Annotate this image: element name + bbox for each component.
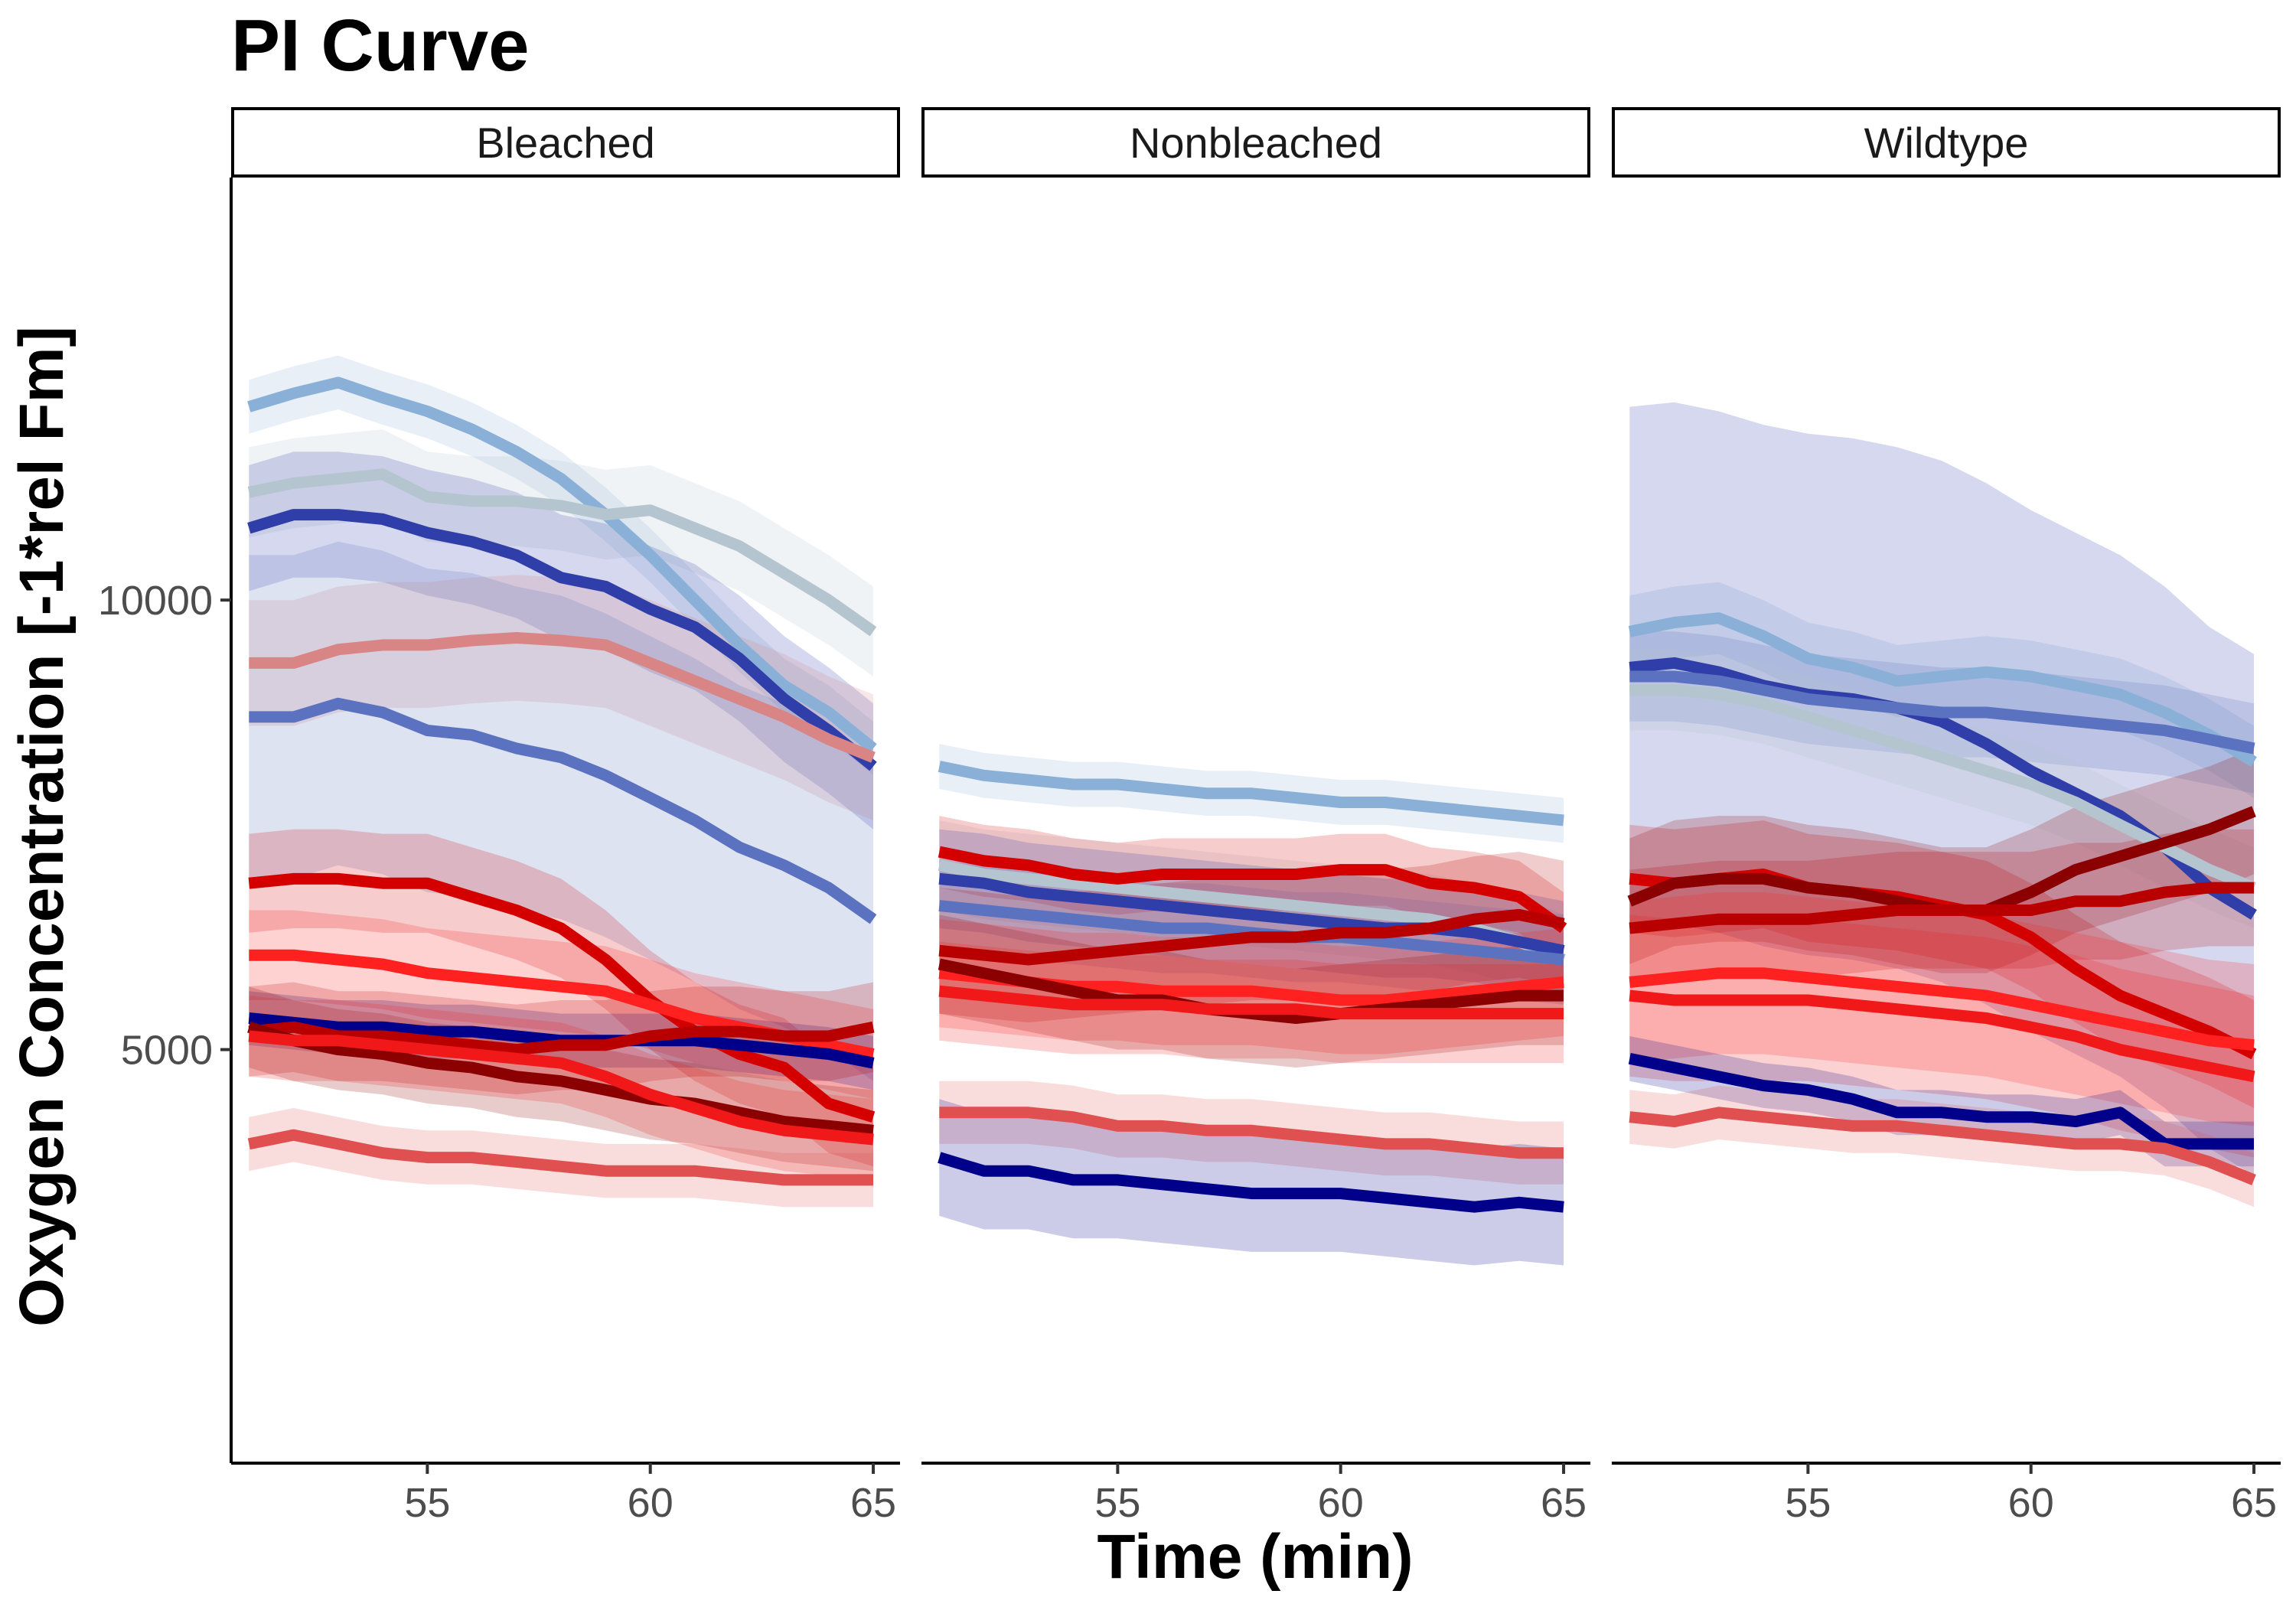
x-axis-title: Time (min) (1097, 1522, 1413, 1592)
series-line-4 (1629, 684, 2256, 894)
facet-strip (1612, 107, 2281, 178)
x-tick-label: 55 (404, 1480, 450, 1526)
facet-panel-nonbleached: Nonbleached 55 60 65 (921, 107, 1590, 1526)
facet-panel-bleached: Bleached 55 60 65 (231, 107, 900, 1526)
series-ribbon-1 (249, 355, 873, 776)
y-tick-label: 10000 (98, 578, 213, 624)
y-axis: 5000 10000 (98, 178, 233, 1463)
series-line-9 (938, 985, 1564, 1020)
series-ribbon-11 (939, 1099, 1564, 1266)
series-ribbon-9 (939, 941, 1564, 1064)
series-line-11 (1629, 1107, 2256, 1185)
series-line-5 (249, 697, 877, 924)
series-ribbon-4 (1629, 649, 2254, 928)
facet-panel-wildtype: Wildtype 55 60 65 (1612, 107, 2281, 1526)
y-axis-title: Oxygen Concentration [-1*rel Fm] (7, 326, 77, 1327)
series-line-4 (249, 632, 876, 763)
series-ribbon-1 (1629, 582, 2254, 798)
series-line-2 (247, 468, 877, 637)
y-tick-label: 5000 (121, 1028, 213, 1074)
series-lines (1627, 612, 2257, 1185)
series-line-10 (939, 1107, 1564, 1159)
series-ribbon-3 (939, 816, 1564, 964)
series-line-1 (1628, 612, 2257, 768)
series-line-9 (248, 1021, 875, 1056)
series-line-11 (938, 1152, 1564, 1213)
series-line-11 (248, 1030, 874, 1146)
series-line-3 (938, 846, 1567, 934)
ribbons (1629, 402, 2254, 1208)
series-line-6 (938, 908, 1565, 966)
facet-strip-label: Bleached (476, 119, 655, 167)
chart-title: PI Curve (231, 5, 529, 86)
facet-panels: Bleached 55 60 65 Nonbleached 55 60 65 Wildtype 5… (98, 107, 2281, 1526)
series-ribbon-3 (249, 451, 873, 830)
series-ribbon-5 (249, 541, 873, 1081)
x-tick-label: 65 (2231, 1480, 2277, 1526)
series-line-10 (1628, 1052, 2254, 1150)
series-line-8 (1629, 967, 2255, 1051)
series-ribbon-10 (1629, 1036, 2254, 1167)
series-line-3 (1629, 670, 2255, 755)
series-line-3 (247, 509, 877, 771)
series-line-4 (938, 872, 1565, 957)
series-line-7 (1629, 882, 2254, 934)
series-ribbon-6 (249, 829, 873, 1167)
series-line-1 (938, 761, 1564, 826)
facet-strip-label: Wildtype (1864, 119, 2029, 167)
series-ribbon-5 (1629, 820, 2254, 1108)
series-line-1 (247, 376, 877, 753)
facet-strip (231, 107, 900, 178)
facet-strip-label: Nonbleached (1130, 119, 1382, 167)
series-lines (247, 376, 877, 1186)
x-tick-label: 60 (2008, 1480, 2054, 1526)
series-line-9 (1629, 989, 2255, 1083)
series-line-12 (247, 1129, 873, 1186)
series-ribbon-7 (249, 910, 873, 1100)
x-tick-label: 60 (1318, 1480, 1364, 1526)
x-tick-label: 55 (1785, 1480, 1831, 1526)
series-ribbon-12 (249, 1107, 873, 1208)
x-tick-label: 60 (628, 1480, 673, 1526)
series-line-6 (248, 872, 876, 1123)
facet-strip (921, 107, 1590, 178)
x-tick-label: 65 (850, 1480, 896, 1526)
x-tick-label: 55 (1094, 1480, 1140, 1526)
series-lines (938, 761, 1567, 1213)
series-line-10 (247, 1022, 874, 1136)
x-tick-label: 65 (1541, 1480, 1587, 1526)
